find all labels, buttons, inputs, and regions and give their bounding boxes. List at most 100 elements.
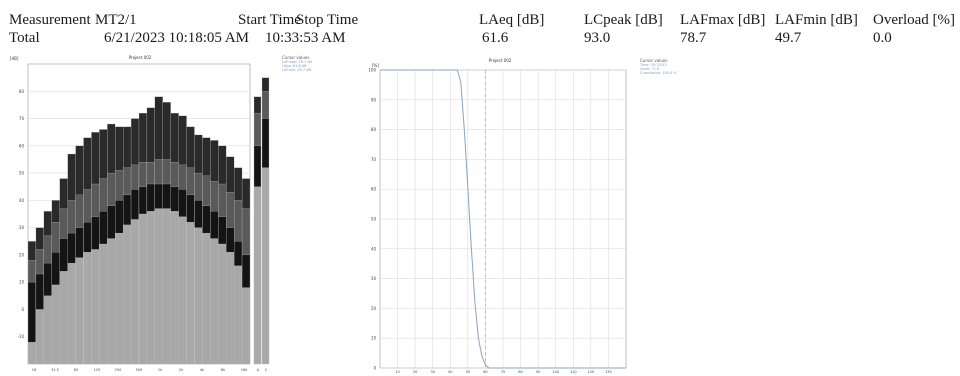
- metric-value-laeq: 61.6: [482, 30, 509, 46]
- spectrum-y-tick-label: 80: [19, 89, 25, 94]
- total-label: Total: [9, 30, 40, 46]
- cumulative-y-tick-label: 40: [371, 246, 377, 251]
- spectrum-bar: [170, 211, 179, 365]
- cumulative-series-line: [380, 69, 626, 369]
- cumulative-y-tick-label: 90: [371, 97, 377, 102]
- spectrum-x-tick-label: 250: [115, 368, 122, 372]
- spectrum-title: Project 002: [129, 55, 152, 60]
- spectrum-bar: [35, 309, 44, 365]
- spectrum-bar: [226, 252, 235, 365]
- spectrum-ylabel: [dB]: [10, 56, 19, 61]
- cumulative-x-tick-label: 20: [413, 370, 417, 374]
- spectrum-bar: [99, 243, 108, 365]
- spectrum-x-tick-label: 31.5: [51, 368, 59, 372]
- cumulative-x-tick-label: 130: [605, 370, 612, 374]
- spectrum-x-tick-label: 2k: [179, 368, 184, 372]
- spectrum-bar: [115, 232, 124, 365]
- cumulative-y-tick-label: 30: [371, 276, 377, 281]
- spectrum-bar: [123, 224, 132, 365]
- spectrum-legend-line: LAeq: 61.6 dB: [282, 64, 307, 68]
- cumulative-y-tick-label: 100: [368, 68, 376, 73]
- spectrum-y-tick-label: 0: [21, 307, 24, 312]
- cumulative-y-tick-label: 50: [371, 217, 377, 222]
- cumulative-legend-title: Cursor values: [640, 58, 668, 63]
- spectrum-y-tick-label: 10: [19, 280, 25, 285]
- spectrum-bar: [59, 271, 68, 365]
- spectrum-bar: [241, 287, 251, 365]
- spectrum-summary-bar: [261, 167, 270, 365]
- spectrum-x-tick-label: 500: [136, 368, 143, 372]
- spectrum-bar: [107, 238, 116, 365]
- spectrum-bar: [91, 249, 100, 365]
- metric-label-lafmin: LAFmin [dB]: [775, 12, 858, 28]
- metric-value-lcpeak: 93.0: [584, 30, 611, 46]
- metric-label-laeq: LAeq [dB]: [479, 12, 545, 28]
- measurement-value: MT2/1: [95, 12, 137, 28]
- metric-value-lafmin: 49.7: [775, 30, 802, 46]
- spectrum-y-tick-label: 40: [19, 198, 25, 203]
- spectrum-x-tick-label: A: [257, 368, 260, 372]
- spectrum-chart: Project 002 [dB] -10 0 10 20 30 40 50 60 70 80 16…: [10, 55, 270, 372]
- spectrum-bar: [27, 342, 37, 365]
- spectrum-bar: [83, 252, 92, 365]
- spectrum-bar: [67, 262, 76, 365]
- spectrum-bar: [210, 238, 219, 365]
- cumulative-x-tick-label: 100: [552, 370, 559, 374]
- spectrum-y-tick-label: 60: [19, 143, 25, 148]
- cumulative-x-tick-label: 30: [430, 370, 434, 374]
- stop-time-label: Stop Time: [296, 12, 359, 28]
- spectrum-x-tick-label: 63: [74, 368, 78, 372]
- spectrum-bar: [75, 257, 84, 365]
- spectrum-legend-line: LAFmax: 78.7 dB: [282, 60, 312, 64]
- spectrum-y-tick-label: 70: [19, 116, 25, 121]
- cumulative-x-tick-label: 70: [501, 370, 505, 374]
- cumulative-y-tick-label: 60: [371, 187, 377, 192]
- spectrum-bar: [234, 265, 243, 365]
- spectrum-x-tick-label: 8k: [221, 368, 226, 372]
- cumulative-x-tick-label: 90: [536, 370, 540, 374]
- metric-value-overload: 0.0: [873, 30, 892, 46]
- cumulative-x-tick-label: 80: [518, 370, 522, 374]
- cumulative-legend-line: Cumulative: 100.0 %: [640, 71, 677, 75]
- spectrum-bar: [178, 216, 187, 365]
- metric-label-lcpeak: LCpeak [dB]: [584, 12, 663, 28]
- spectrum-bar: [162, 208, 171, 365]
- spectrum-x-tick-label: 4k: [200, 368, 205, 372]
- cumulative-y-tick-label: 10: [371, 336, 377, 341]
- spectrum-bar: [194, 227, 203, 365]
- cumulative-x-tick-label: 110: [570, 370, 577, 374]
- cumulative-x-tick-label: 50: [466, 370, 470, 374]
- spectrum-bar: [218, 243, 227, 365]
- start-time-label: Start Time: [238, 12, 301, 28]
- cumulative-legend-line: Time: 10:33:53: [640, 63, 667, 67]
- metric-value-lafmax: 78.7: [680, 30, 707, 46]
- spectrum-bar: [146, 211, 155, 365]
- cumulative-x-tick-label: 60: [483, 370, 487, 374]
- cumulative-x-tick-label: 40: [448, 370, 452, 374]
- measurement-label: Measurement: [9, 12, 91, 28]
- cumulative-y-tick-label: 0: [373, 366, 376, 371]
- cumulative-chart: Project 002 [%] 0 10 20 30 40 50 60 70 80 90 100 1…: [368, 58, 627, 374]
- cumulative-x-tick-label: 120: [588, 370, 595, 374]
- metric-label-overload: Overload [%]: [873, 12, 956, 28]
- start-time-value: 6/21/2023 10:18:05 AM: [104, 30, 250, 46]
- spectrum-bar: [130, 219, 140, 365]
- spectrum-bar: [51, 284, 60, 365]
- cumulative-legend-line: Level: 71.5: [640, 67, 660, 71]
- spectrum-x-tick-label: 16: [32, 368, 36, 372]
- cumulative-x-tick-label: 10: [395, 370, 399, 374]
- spectrum-bar: [154, 208, 163, 365]
- spectrum-bar: [202, 232, 211, 365]
- spectrum-x-tick-label: C: [265, 368, 268, 372]
- spectrum-bar: [138, 213, 148, 365]
- spectrum-legend-title: Cursor values: [282, 55, 310, 60]
- cumulative-y-tick-label: 20: [371, 306, 377, 311]
- cumulative-ylabel: [%]: [372, 63, 379, 68]
- spectrum-x-tick-label: 1k: [158, 368, 163, 372]
- spectrum-y-tick-label: 30: [19, 225, 25, 230]
- spectrum-x-tick-label: 16k: [241, 368, 248, 372]
- metric-label-lafmax: LAFmax [dB]: [680, 12, 766, 28]
- cumulative-y-tick-label: 70: [371, 157, 377, 162]
- cumulative-title: Project 002: [489, 58, 512, 63]
- spectrum-legend-line: LAFmin: 49.7 dB: [282, 68, 311, 72]
